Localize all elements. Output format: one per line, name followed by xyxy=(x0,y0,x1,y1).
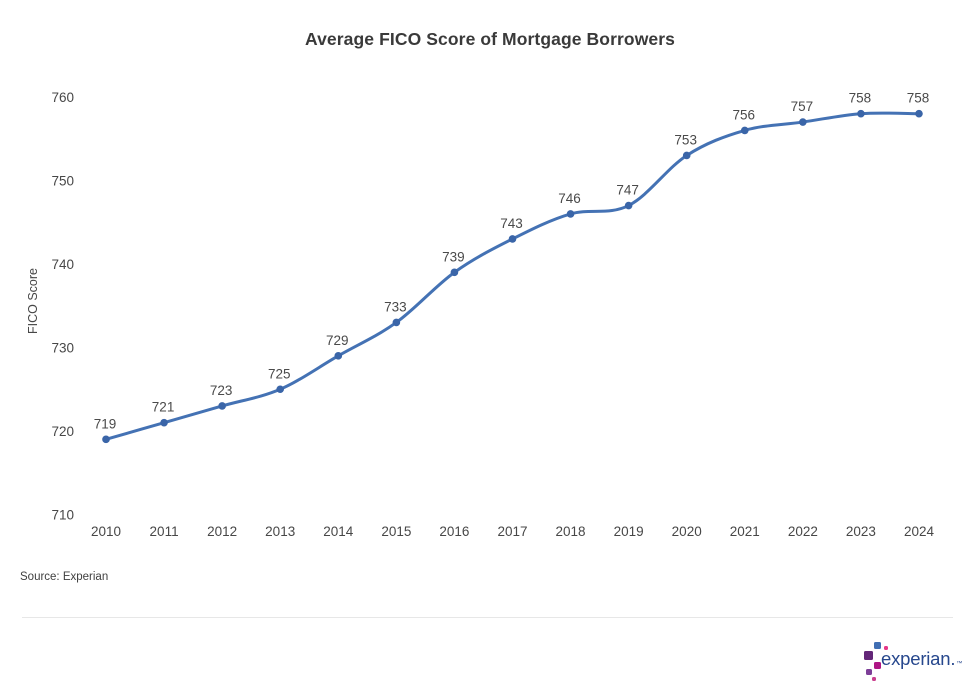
footer-divider xyxy=(22,617,953,618)
data-label-2023: 758 xyxy=(849,91,872,106)
x-tick-2015: 2015 xyxy=(381,524,411,539)
x-tick-2016: 2016 xyxy=(439,524,469,539)
line-chart: FICO Score 760 750 740 730 720 710 2010 2011 2012… xyxy=(26,90,935,539)
experian-logo-square-purple xyxy=(864,651,873,660)
x-tick-2014: 2014 xyxy=(323,524,354,539)
data-label-2011: 721 xyxy=(152,400,175,415)
trademark-symbol: ™ xyxy=(956,661,963,667)
data-point-2020 xyxy=(682,151,691,160)
data-point-2016 xyxy=(450,268,459,277)
x-tick-2021: 2021 xyxy=(730,524,760,539)
data-point-2014 xyxy=(334,352,343,360)
data-label-2021: 756 xyxy=(733,107,756,122)
x-tick-2024: 2024 xyxy=(904,524,935,539)
x-tick-2017: 2017 xyxy=(497,524,527,539)
data-label-2013: 725 xyxy=(268,366,291,381)
y-axis-title: FICO Score xyxy=(26,268,40,334)
data-point-2024 xyxy=(915,109,923,118)
data-point-2019 xyxy=(624,201,633,210)
y-tick-740: 740 xyxy=(51,257,74,272)
y-tick-760: 760 xyxy=(51,90,74,105)
data-label-2010: 719 xyxy=(94,416,117,431)
data-point-2012 xyxy=(218,402,226,410)
experian-logo-wordmark: experian.™ xyxy=(881,648,963,669)
y-tick-750: 750 xyxy=(51,173,74,188)
x-tick-2022: 2022 xyxy=(788,524,818,539)
data-label-2014: 729 xyxy=(326,333,349,348)
data-label-2020: 753 xyxy=(674,132,697,147)
experian-logo-square-violet xyxy=(866,669,872,675)
data-label-2016: 739 xyxy=(442,249,465,264)
y-tick-730: 730 xyxy=(51,340,74,355)
data-point-2023 xyxy=(857,109,865,118)
x-tick-2010: 2010 xyxy=(91,524,121,539)
x-tick-2023: 2023 xyxy=(846,524,876,539)
data-point-2013 xyxy=(276,385,285,394)
data-point-2015 xyxy=(392,318,401,327)
experian-logo-dot-pink xyxy=(884,646,888,650)
data-point-2017 xyxy=(508,235,517,243)
data-label-2017: 743 xyxy=(500,216,523,231)
x-tick-2020: 2020 xyxy=(672,524,702,539)
data-point-2022 xyxy=(799,118,807,126)
data-label-2018: 746 xyxy=(558,191,581,206)
x-tick-2019: 2019 xyxy=(614,524,644,539)
source-note: Source: Experian xyxy=(20,571,109,583)
data-label-2015: 733 xyxy=(384,299,407,314)
x-tick-2011: 2011 xyxy=(150,524,179,539)
experian-logo-dot-small-pink xyxy=(872,677,876,681)
x-tick-2018: 2018 xyxy=(556,524,586,539)
y-tick-720: 720 xyxy=(51,424,74,439)
data-label-2024: 758 xyxy=(907,91,930,106)
data-point-2010 xyxy=(102,435,110,444)
data-label-2012: 723 xyxy=(210,383,233,398)
experian-logo-square-blue xyxy=(874,642,881,649)
x-tick-2013: 2013 xyxy=(265,524,295,539)
data-point-2011 xyxy=(160,418,168,427)
experian-logo: experian.™ xyxy=(858,637,968,685)
experian-logo-square-magenta xyxy=(874,662,881,669)
data-point-2018 xyxy=(566,210,575,218)
data-label-2022: 757 xyxy=(791,99,814,114)
chart-title: Average FICO Score of Mortgage Borrowers xyxy=(305,29,675,49)
x-tick-2012: 2012 xyxy=(207,524,237,539)
data-point-2021 xyxy=(740,126,749,135)
data-label-2019: 747 xyxy=(616,183,639,198)
y-tick-710: 710 xyxy=(51,507,74,522)
